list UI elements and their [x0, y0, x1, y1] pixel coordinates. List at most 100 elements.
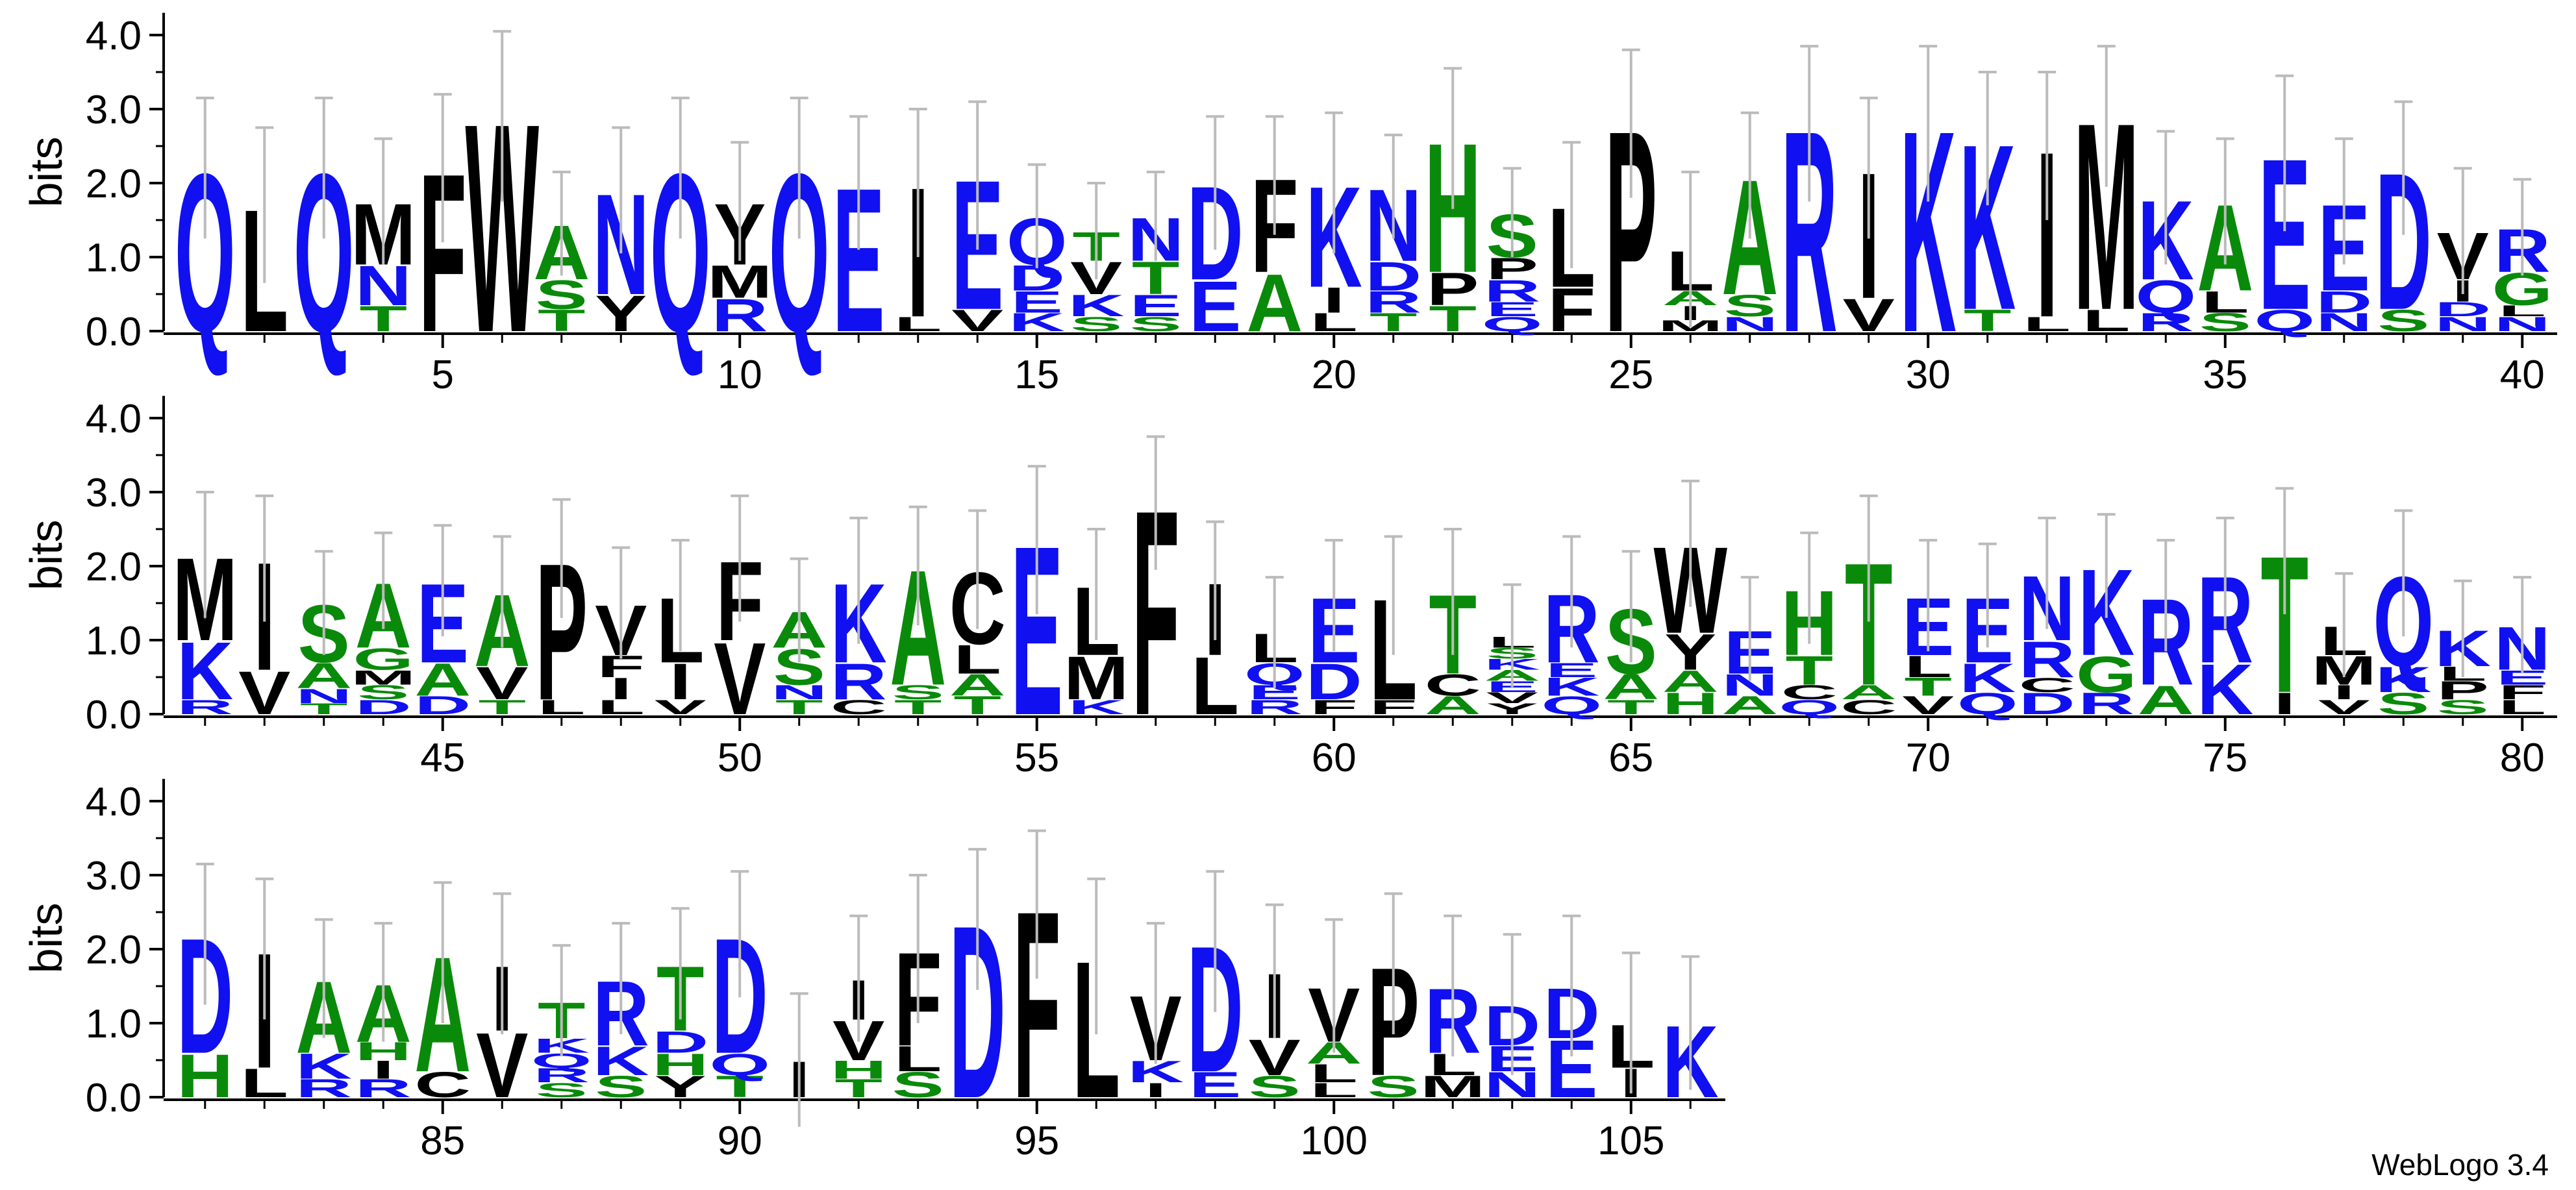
y-tick-label: 2.0: [86, 545, 142, 589]
logo-letter-Q: Q: [2254, 303, 2315, 338]
logo-letter-T: T: [300, 700, 347, 717]
logo-letter-N: N: [2434, 312, 2491, 336]
logo-letter-Q: Q: [1957, 686, 2018, 721]
logo-letter-M: M: [351, 666, 416, 689]
logo-letter-R: R: [355, 1074, 412, 1102]
y-tick-label: 0.0: [86, 1076, 142, 1121]
y-axis-label: bits: [21, 136, 71, 207]
logo-letter-T: T: [775, 695, 823, 719]
logo-letter-V: V: [1902, 691, 1955, 719]
x-tick-label: 50: [718, 736, 762, 780]
logo-letter-C: C: [1425, 668, 1481, 702]
logo-letter-Y: Y: [595, 284, 647, 342]
logo-letter-H: H: [1662, 686, 1719, 721]
logo-letter-Y: Y: [655, 1069, 707, 1104]
logo-letter-S: S: [1368, 1069, 1419, 1104]
logo-letter-L: L: [1310, 1059, 1358, 1087]
logo-letter-K: K: [1068, 695, 1125, 719]
logo-letter-K: K: [295, 1046, 352, 1086]
logo-letter-S: S: [892, 1065, 944, 1105]
logo-letter-R: R: [1365, 285, 1421, 319]
logo-letter-V: V: [714, 621, 766, 736]
logo-letter-C: C: [1840, 695, 1897, 719]
logo-letter-S: S: [1249, 1069, 1301, 1104]
logo-letter-D: D: [2434, 297, 2491, 321]
logo-letter-K: K: [1068, 289, 1125, 323]
logo-letter-P: P: [1427, 264, 1479, 315]
logo-letter-D: D: [2019, 686, 2075, 721]
logo-letter-T: T: [1369, 308, 1417, 336]
logo-letter-I: I: [1145, 1078, 1166, 1102]
logo-letter-F: F: [1310, 695, 1358, 719]
logo-letter-R: R: [177, 695, 233, 719]
logo-letter-R: R: [831, 653, 887, 711]
x-tick-label: 35: [2203, 353, 2247, 397]
logo-letter-K: K: [2375, 659, 2432, 699]
logo-letter-S: S: [536, 272, 588, 318]
logo-letter-E: E: [1486, 297, 1538, 321]
logo-letter-E: E: [1545, 658, 1597, 682]
logo-letter-R: R: [533, 1063, 590, 1087]
logo-letter-A: A: [2138, 677, 2194, 723]
x-tick-label: 60: [1312, 736, 1357, 780]
logo-letter-E: E: [1189, 266, 1241, 347]
logo-letter-C: C: [414, 1065, 471, 1105]
x-tick-label: 105: [1597, 1119, 1664, 1163]
logo-letter-Q: Q: [709, 1047, 770, 1082]
logo-letter-V: V: [238, 658, 290, 727]
logo-letter-T: T: [1786, 648, 1833, 694]
logo-letter-T: T: [716, 1069, 764, 1104]
logo-letter-H: H: [652, 1047, 708, 1082]
logo-letter-V: V: [476, 658, 528, 709]
logo-letter-F: F: [1369, 695, 1417, 719]
y-axis-label: bits: [21, 519, 71, 590]
logo-letter-D: D: [414, 691, 471, 719]
y-tick-label: 2.0: [86, 162, 142, 206]
y-tick-label: 4.0: [86, 14, 142, 58]
y-axis-label: bits: [21, 902, 71, 973]
logo-letter-V: V: [1486, 689, 1538, 706]
logo-letter-A: A: [1662, 664, 1719, 699]
logo-letter-A: A: [1425, 691, 1481, 719]
x-tick-label: 25: [1608, 353, 1653, 397]
logo-letter-L: L: [1310, 1078, 1358, 1102]
logo-letter-L: L: [2201, 285, 2249, 319]
logo-letter-L: L: [1905, 649, 1952, 684]
y-tick-label: 3.0: [86, 854, 142, 899]
logo-letter-S: S: [2437, 695, 2489, 719]
x-tick-label: 10: [718, 353, 762, 397]
logo-letter-V: V: [2318, 695, 2371, 719]
logo-letter-L: L: [538, 695, 585, 719]
logo-letter-N: N: [1721, 312, 1778, 336]
y-tick-label: 1.0: [86, 236, 142, 280]
y-tick-label: 3.0: [86, 471, 142, 515]
logo-letter-N: N: [355, 254, 412, 317]
x-tick-label: 100: [1301, 1119, 1368, 1163]
logo-letter-R: R: [1484, 274, 1540, 308]
logo-letter-L: L: [2499, 695, 2546, 719]
logo-letter-R: R: [2138, 308, 2194, 336]
logo-letter-L: L: [241, 1060, 288, 1106]
logo-letter-T: T: [894, 695, 942, 719]
logo-letter-Q: Q: [1482, 312, 1543, 336]
logo-letter-D: D: [1306, 653, 1362, 711]
logo-letter-T: T: [538, 303, 585, 338]
logo-letter-H: H: [355, 1037, 412, 1065]
logo-letter-A: A: [295, 656, 352, 696]
logo-letter-R: R: [2078, 686, 2134, 721]
logo-letter-D: D: [2316, 285, 2372, 319]
logo-letter-G: G: [353, 642, 414, 676]
logo-letter-E: E: [1189, 1065, 1241, 1105]
logo-letter-M: M: [707, 256, 772, 308]
logo-letter-S: S: [1724, 289, 1776, 323]
logo-letter-K: K: [177, 625, 233, 717]
logo-letter-S: S: [595, 1069, 647, 1104]
x-tick-label: 40: [2500, 353, 2545, 397]
logo-letter-T: T: [835, 1074, 882, 1102]
logo-letter-H: H: [831, 1056, 887, 1084]
logo-letter-L: L: [1192, 640, 1239, 732]
logo-letter-L: L: [597, 695, 645, 719]
logo-letter-C: C: [831, 695, 887, 719]
x-tick-label: 70: [1906, 736, 1951, 780]
weblogo-credit: WebLogo 3.4: [2371, 1148, 2549, 1182]
